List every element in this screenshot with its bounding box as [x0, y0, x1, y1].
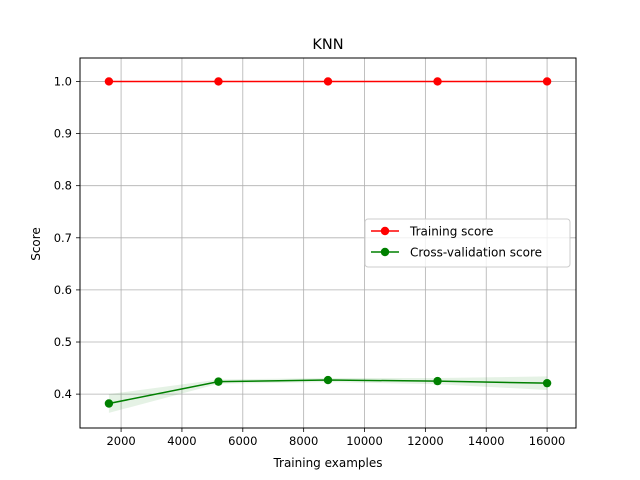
data-point [214, 377, 223, 386]
y-tick-label: 0.9 [54, 127, 72, 141]
data-point [433, 376, 442, 386]
data-point [323, 375, 333, 385]
x-axis-label: Training examples [272, 456, 382, 470]
legend-label: Training score [409, 225, 493, 239]
legend-marker [380, 226, 390, 236]
legend-box [364, 218, 571, 268]
data-point [542, 77, 552, 86]
x-tick-label: 10000 [346, 434, 383, 448]
x-tick-label: 16000 [529, 434, 566, 448]
confidence-bands [108, 376, 548, 413]
data-point [104, 399, 114, 408]
y-tick-label: 1.0 [54, 74, 72, 88]
y-tick-label: 0.7 [54, 231, 72, 245]
y-tick-label: 0.6 [54, 283, 72, 297]
y-axis-label: Score [29, 227, 43, 261]
x-tick-label: 2000 [106, 434, 135, 448]
y-tick-label: 0.4 [54, 387, 72, 401]
y-tick-label: 0.8 [54, 179, 72, 193]
x-tick-label: 12000 [407, 434, 444, 448]
data-point [433, 77, 442, 86]
axis-ticks: 2000 4000 6000 8000 10000 12000 14000 16000 0.4 0… [54, 74, 566, 448]
x-tick-label: 6000 [228, 434, 257, 448]
x-tick-label: 14000 [468, 434, 505, 448]
plot-frame [79, 57, 577, 429]
x-tick-label: 8000 [289, 434, 318, 448]
data-point [104, 77, 114, 86]
series-markers [104, 77, 552, 408]
data-point [214, 77, 223, 86]
data-point [542, 378, 552, 388]
legend-marker [380, 247, 390, 257]
data-point [323, 77, 333, 86]
legend-label: Cross-validation score [410, 246, 542, 260]
legend: Training score Cross-validation score [364, 218, 571, 268]
x-tick-label: 4000 [167, 434, 196, 448]
y-tick-label: 0.5 [54, 335, 72, 349]
chart-title: KNN [312, 37, 343, 53]
confidence-band [108, 376, 548, 413]
